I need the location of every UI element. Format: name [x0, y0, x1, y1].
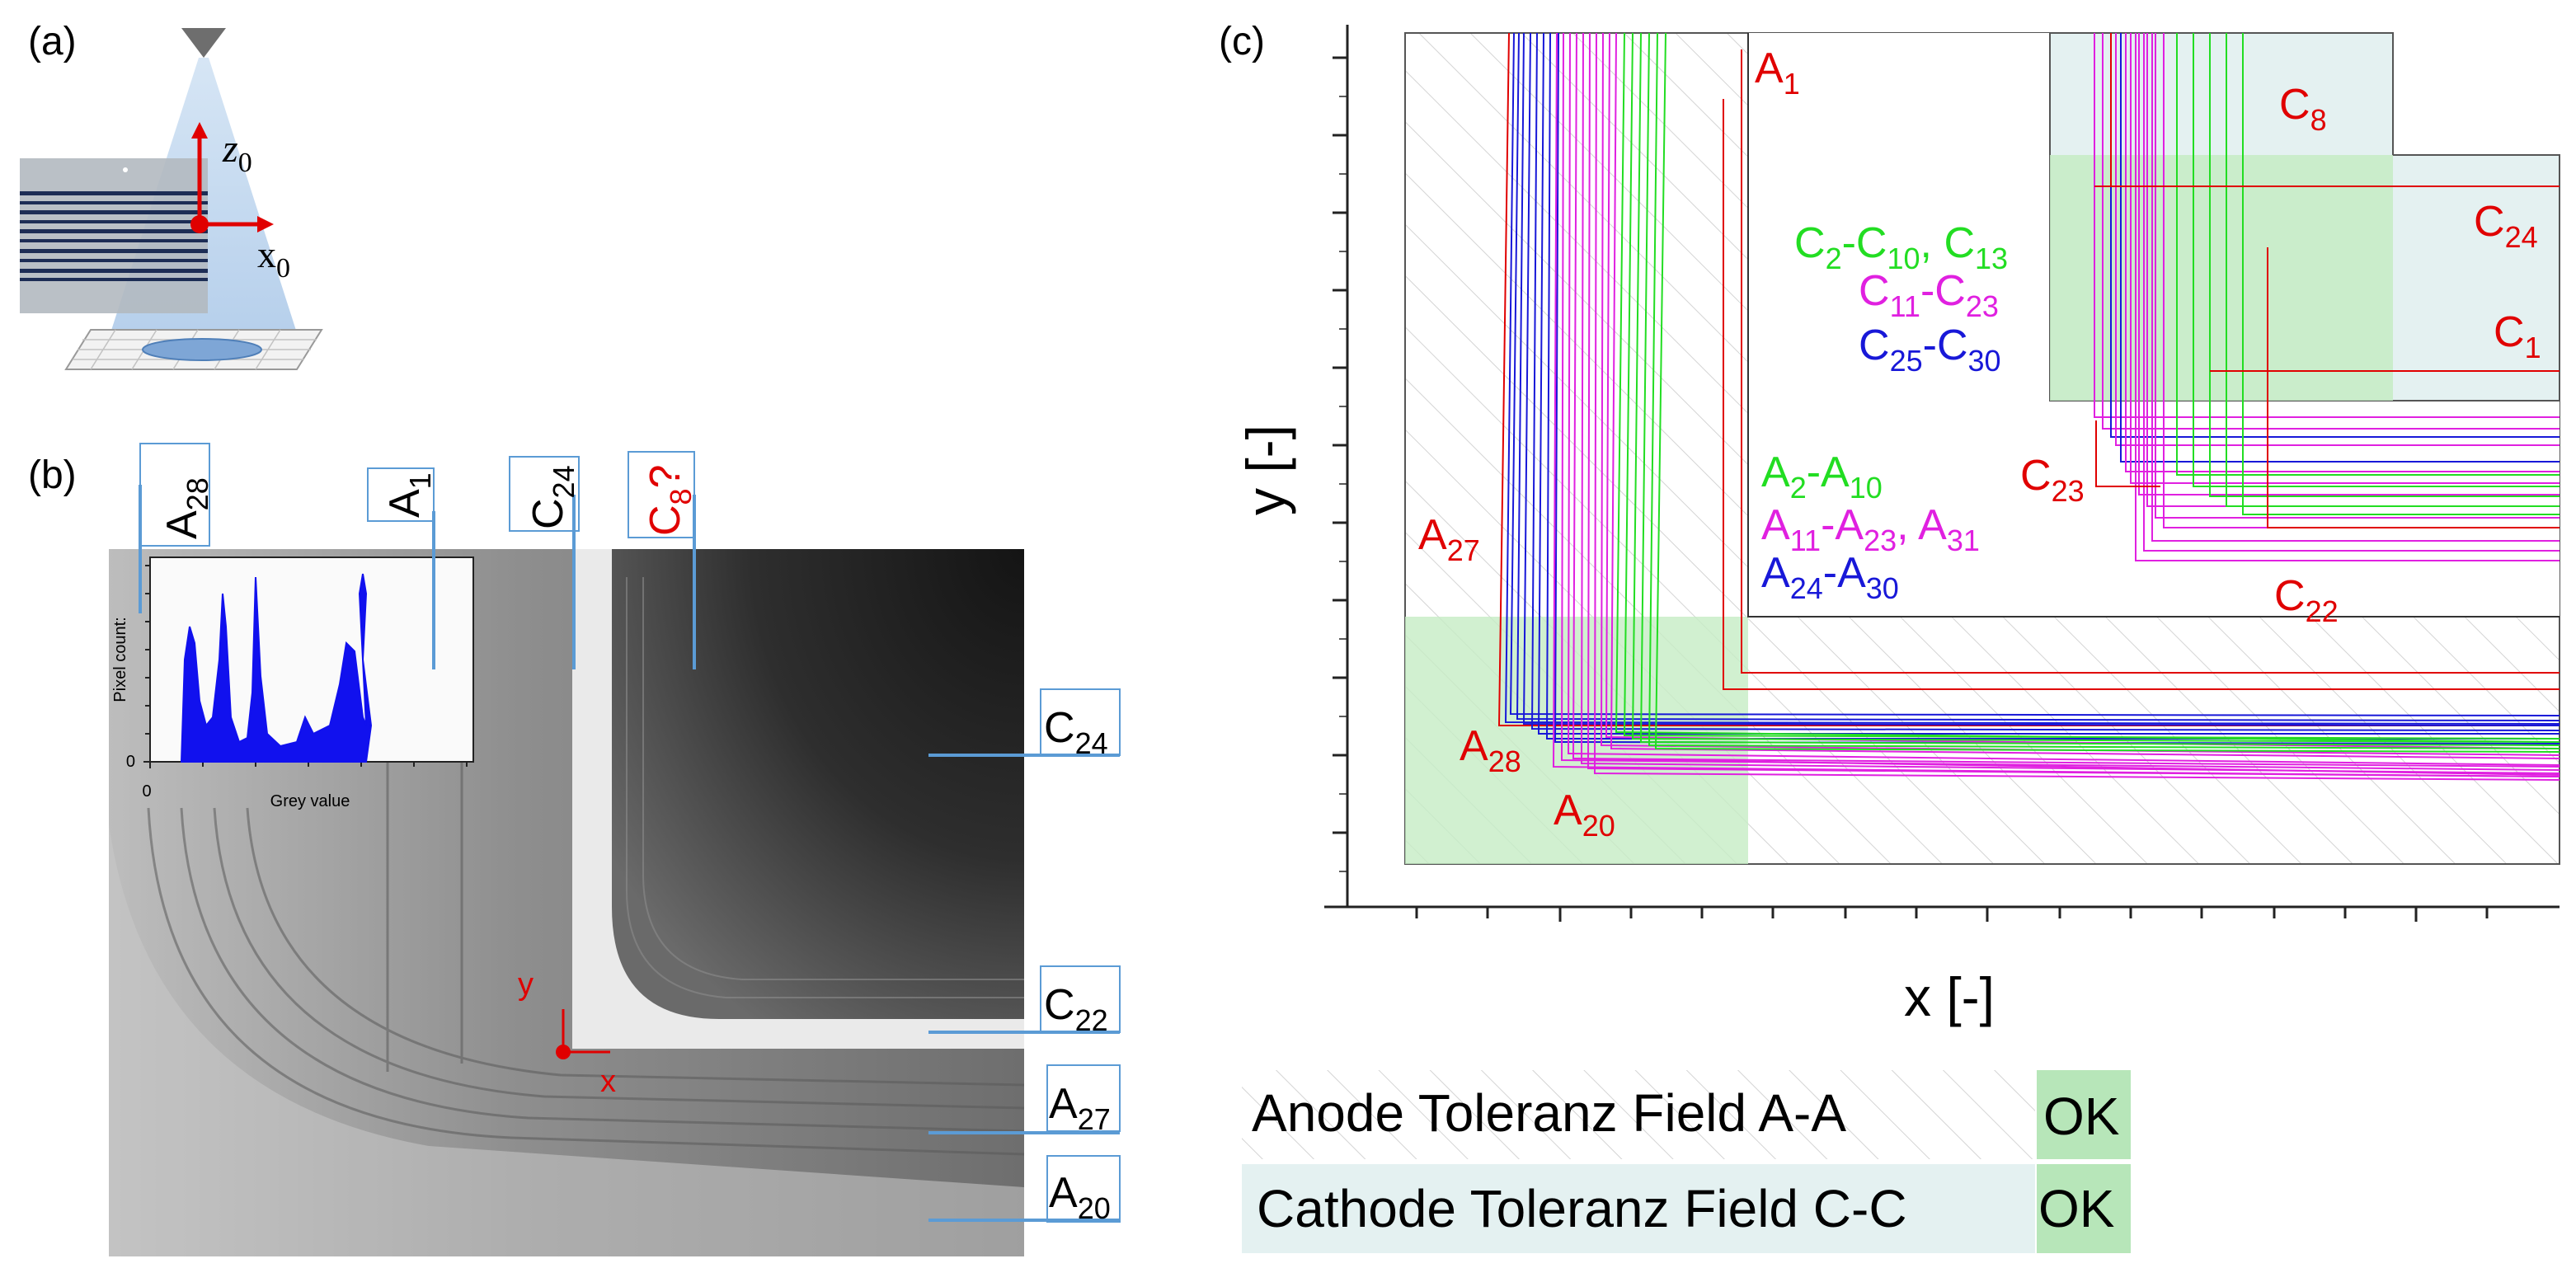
origin-dot	[190, 215, 209, 233]
xray-source-icon	[181, 28, 226, 58]
label-a1: A1	[381, 472, 437, 518]
panel-a: (a) z0 x0	[20, 20, 323, 370]
panel-c-axes	[1324, 25, 2560, 922]
label-a27-c: A27	[1418, 511, 1480, 567]
z0-label: z0	[222, 127, 252, 178]
label-c23-c: C23	[2020, 452, 2085, 508]
cathode-status-ok: OK	[2038, 1179, 2114, 1238]
panel-c-ylabel: y [-]	[1235, 425, 1296, 515]
panel-b: (b) y x 0 0	[28, 443, 1121, 1256]
label-c22-c: C22	[2274, 572, 2339, 628]
ct-cathode-region	[612, 549, 1024, 1019]
label-a20-side: A20	[1049, 1169, 1111, 1225]
inset-x0: 0	[142, 782, 151, 801]
legend-anode-blue: A24-A30	[1761, 549, 1899, 605]
inset-xlabel: Grey value	[270, 792, 350, 810]
cathode-corner-zone	[2050, 155, 2393, 401]
x0-label: x0	[257, 233, 290, 284]
legend-anode-green: A2-A10	[1761, 448, 1883, 505]
label-a1-c: A1	[1755, 45, 1800, 101]
anode-legend: A2-A10 A11-A23, A31 A24-A30	[1761, 448, 1980, 605]
inset-ylabel: Pixel count:	[111, 617, 129, 702]
label-c22-side: C22	[1044, 981, 1108, 1037]
contour-labels: A1 C8 C24 C1 C23 C22 A27 A28 A20	[1418, 45, 2541, 843]
label-c8: C8?	[642, 464, 698, 536]
image-y-label: y	[518, 967, 534, 1002]
panel-c: (c)	[1219, 20, 2560, 1253]
label-a28-c: A28	[1460, 722, 1521, 778]
inset-y0: 0	[126, 753, 135, 771]
cathode-legend: C2-C10, C13 C11-C23 C25-C30	[1794, 219, 2008, 378]
label-c24-top: C24	[524, 465, 581, 529]
anode-layer-curves	[147, 561, 1025, 1156]
panel-c-xlabel: x [-]	[1904, 966, 1995, 1027]
image-x-label: x	[600, 1064, 616, 1099]
legend-cathode-blue: C25-C30	[1859, 322, 2001, 378]
projection-spot	[142, 338, 262, 361]
cathode-status-label: Cathode Toleranz Field C-C	[1257, 1179, 1907, 1238]
status-table: Anode Toleranz Field A-A OK Cathode Tole…	[1242, 1070, 2131, 1253]
status-row-anode	[1242, 1070, 2035, 1159]
image-origin-dot	[556, 1045, 571, 1059]
label-c24-side: C24	[1044, 704, 1108, 760]
histogram-bars	[180, 573, 373, 763]
side-labels: C24 C22 A27 A20	[928, 688, 1121, 1225]
legend-cathode-green: C2-C10, C13	[1794, 219, 2008, 275]
battery-cell	[20, 158, 208, 313]
panel-b-label: (b)	[28, 453, 77, 497]
cathode-contours	[2094, 33, 2560, 561]
anode-status-ok: OK	[2043, 1087, 2119, 1146]
panel-a-label: (a)	[28, 20, 77, 63]
status-row-cathode	[1242, 1164, 2035, 1253]
electrode-stack	[20, 191, 208, 281]
legend-cathode-magenta: C11-C23	[1859, 267, 1999, 323]
label-c24-c: C24	[2474, 198, 2538, 254]
label-a27-side: A27	[1049, 1080, 1111, 1136]
label-c1-c: C1	[2494, 308, 2541, 364]
panel-c-label: (c)	[1219, 20, 1265, 63]
legend-anode-magenta: A11-A23, A31	[1761, 501, 1980, 557]
anode-corner-zone	[1405, 617, 1748, 864]
anode-contours	[1497, 32, 2560, 781]
label-a20-c: A20	[1554, 787, 1615, 843]
label-c8-c: C8	[2279, 81, 2327, 137]
label-a28: A28	[158, 477, 214, 539]
anode-status-label: Anode Toleranz Field A-A	[1252, 1083, 1846, 1143]
top-labels: A28 A1 C24 C8?	[139, 443, 698, 669]
